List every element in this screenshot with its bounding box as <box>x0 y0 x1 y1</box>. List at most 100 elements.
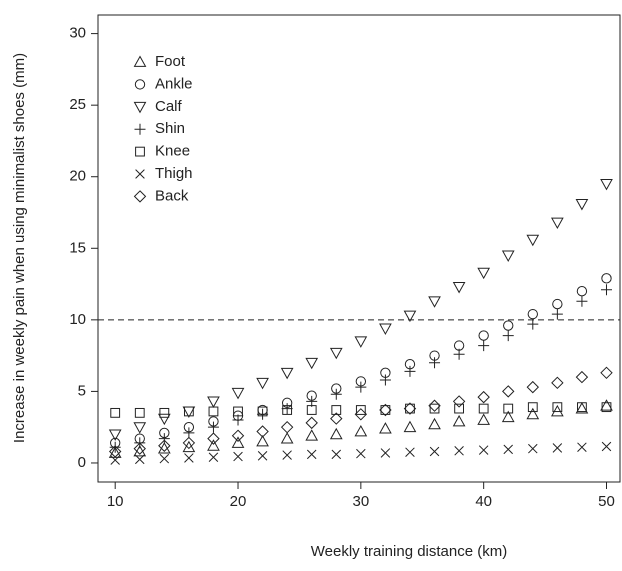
legend-label: Ankle <box>155 75 193 92</box>
marker <box>329 427 343 440</box>
x-tick-label: 40 <box>475 493 492 510</box>
marker <box>257 408 269 420</box>
marker <box>526 407 540 420</box>
marker <box>207 396 220 408</box>
marker <box>329 347 343 360</box>
marker <box>577 402 587 413</box>
marker <box>157 413 171 426</box>
marker <box>208 452 219 462</box>
marker <box>478 445 489 455</box>
y-tick-label: 25 <box>69 96 86 113</box>
marker <box>207 421 219 433</box>
marker <box>478 330 489 341</box>
x-tick-label: 50 <box>598 493 615 510</box>
marker <box>380 405 391 415</box>
marker <box>158 433 170 445</box>
marker <box>501 250 515 262</box>
marker <box>503 444 513 455</box>
marker <box>232 414 244 426</box>
marker <box>503 403 514 414</box>
marker <box>233 451 243 462</box>
legend-label: Knee <box>155 143 190 160</box>
marker <box>257 451 268 461</box>
marker <box>601 273 612 284</box>
marker <box>452 395 466 408</box>
marker <box>502 330 514 342</box>
marker <box>600 366 613 380</box>
y-tick-label: 5 <box>78 382 86 399</box>
marker <box>184 453 194 463</box>
marker <box>575 370 589 384</box>
marker <box>501 410 515 423</box>
marker <box>600 399 613 411</box>
marker <box>526 234 540 247</box>
legend-label: Foot <box>155 53 186 70</box>
x-tick-label: 20 <box>230 493 247 510</box>
marker <box>404 365 416 377</box>
marker <box>576 295 588 307</box>
marker <box>429 403 440 414</box>
marker <box>355 405 366 415</box>
marker <box>552 298 563 310</box>
marker <box>108 445 122 458</box>
marker <box>478 403 489 414</box>
marker <box>233 406 243 417</box>
marker <box>306 395 318 407</box>
marker <box>280 420 294 434</box>
legend-label: Calf <box>155 98 183 115</box>
marker <box>576 286 588 297</box>
marker <box>231 387 245 400</box>
marker <box>379 323 392 335</box>
marker <box>527 308 538 320</box>
marker <box>110 455 120 465</box>
marker <box>354 408 368 421</box>
marker <box>551 404 564 417</box>
marker <box>182 436 196 450</box>
marker <box>280 367 294 380</box>
marker <box>403 420 417 433</box>
legend-marker <box>133 190 147 203</box>
marker <box>207 432 220 445</box>
marker <box>133 422 147 434</box>
marker <box>453 348 465 360</box>
marker <box>356 448 366 459</box>
marker <box>281 403 293 415</box>
y-tick-label: 10 <box>69 311 86 328</box>
marker <box>452 282 466 294</box>
y-tick-label: 30 <box>69 25 86 42</box>
marker <box>159 453 170 464</box>
marker <box>575 199 589 211</box>
marker <box>305 429 319 441</box>
marker <box>280 432 294 444</box>
marker <box>429 357 441 369</box>
marker <box>403 402 417 415</box>
marker <box>528 443 538 454</box>
marker <box>477 390 490 404</box>
y-tick-label: 15 <box>69 239 86 256</box>
marker <box>331 449 342 460</box>
marker <box>526 380 540 394</box>
marker <box>306 449 317 460</box>
marker <box>429 446 440 457</box>
marker <box>551 376 564 390</box>
marker <box>231 436 245 448</box>
marker <box>108 429 122 441</box>
marker <box>405 447 415 457</box>
x-tick-label: 30 <box>352 493 369 510</box>
marker <box>330 412 343 425</box>
marker <box>477 413 491 425</box>
marker <box>477 267 491 280</box>
marker <box>575 402 589 414</box>
marker <box>551 308 563 320</box>
marker <box>305 357 319 370</box>
marker <box>600 178 613 191</box>
legend-label: Thigh <box>155 165 193 182</box>
marker <box>257 406 268 417</box>
marker <box>454 403 465 414</box>
marker <box>208 406 219 417</box>
marker <box>355 381 367 393</box>
legend-marker <box>133 55 147 67</box>
marker <box>428 296 441 308</box>
marker <box>330 388 342 400</box>
